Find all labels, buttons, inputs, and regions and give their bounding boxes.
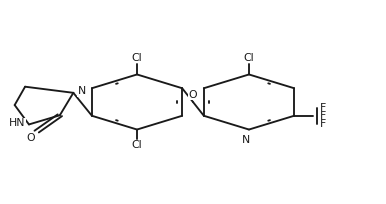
Text: N: N — [242, 135, 250, 145]
Text: N: N — [78, 86, 86, 96]
Text: HN: HN — [9, 118, 26, 129]
Text: Cl: Cl — [244, 53, 254, 63]
Text: F: F — [320, 119, 327, 129]
Text: F: F — [320, 111, 327, 121]
Text: F: F — [320, 103, 327, 113]
Text: O: O — [189, 90, 197, 100]
Text: Cl: Cl — [132, 53, 142, 63]
Text: Cl: Cl — [132, 140, 142, 150]
Text: O: O — [26, 133, 35, 143]
